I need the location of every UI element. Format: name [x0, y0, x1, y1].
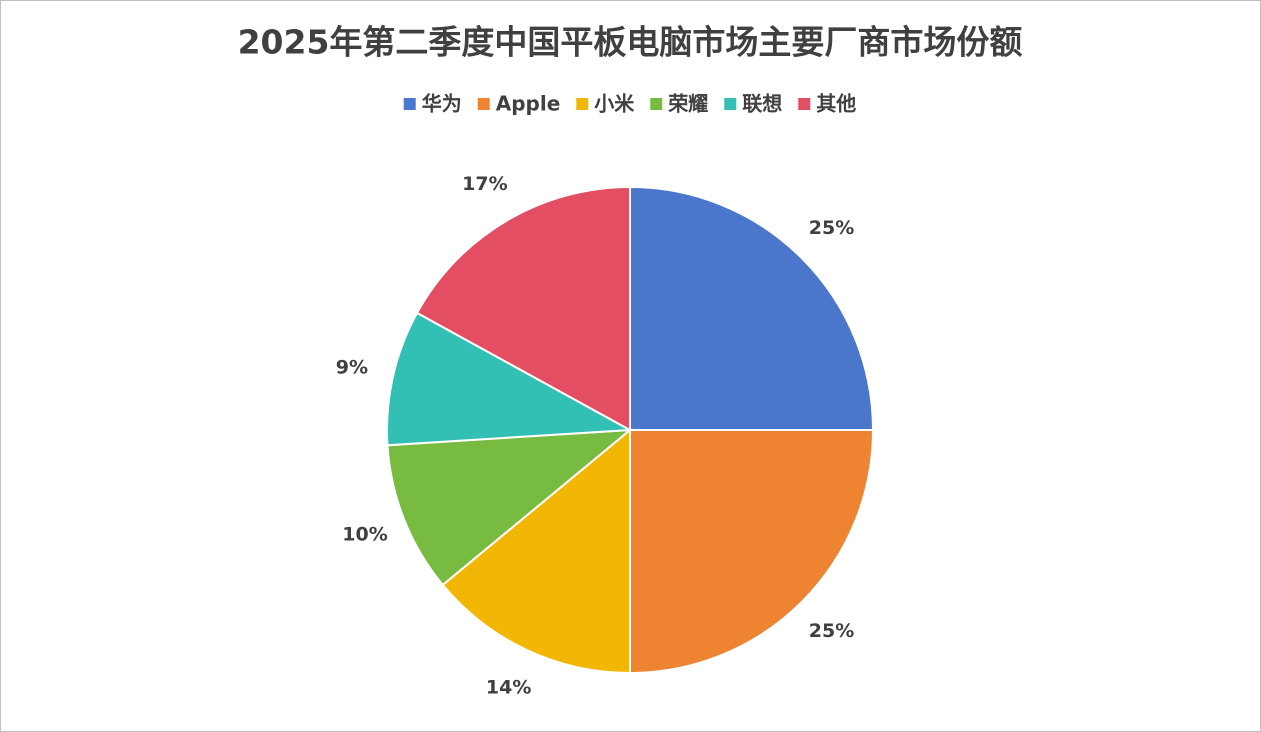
legend-swatch — [403, 98, 416, 110]
data-label: 9% — [336, 356, 368, 378]
pie-slice — [415, 185, 631, 432]
data-label: 17% — [462, 173, 507, 195]
data-label: 10% — [342, 523, 387, 545]
legend-swatch — [798, 98, 811, 110]
pie-slice — [629, 429, 875, 675]
pie-slice — [629, 185, 875, 431]
legend-swatch — [576, 98, 589, 110]
legend-label: 联想 — [742, 92, 782, 116]
pie-slice — [386, 428, 634, 587]
legend-label: 小米 — [594, 92, 635, 116]
legend-swatch — [724, 98, 737, 110]
data-label: 14% — [486, 676, 531, 698]
legend: 华为 Apple 小米 荣耀 联想 其他 — [403, 92, 856, 116]
data-label: 25% — [809, 217, 854, 239]
data-label: 25% — [809, 620, 854, 642]
legend-label: 华为 — [422, 92, 462, 116]
legend-label: Apple — [496, 92, 561, 116]
legend-label: 其他 — [816, 92, 856, 116]
legend-label: 荣耀 — [667, 92, 708, 116]
legend-swatch — [477, 98, 490, 110]
chart-title: 2025年第二季度中国平板电脑市场主要厂商市场份额 — [238, 23, 1023, 62]
pie-slice — [386, 311, 634, 447]
legend-swatch — [650, 98, 663, 110]
pie-slice — [441, 427, 631, 675]
